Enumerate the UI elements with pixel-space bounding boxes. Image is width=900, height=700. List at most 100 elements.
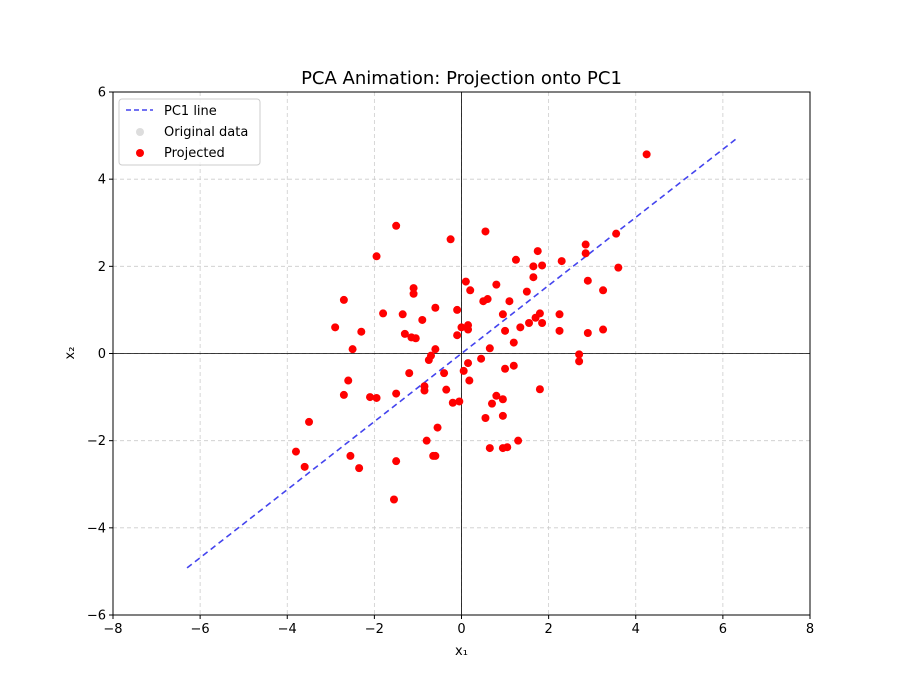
- projected-point: [448, 398, 457, 407]
- projected-point: [346, 451, 355, 460]
- projected-point: [498, 310, 507, 319]
- projected-point: [455, 397, 464, 406]
- projected-point: [498, 395, 507, 404]
- projected-point: [477, 354, 486, 363]
- projected-point: [339, 295, 348, 304]
- projected-point: [503, 443, 512, 452]
- projected-point: [583, 329, 592, 338]
- projected-point: [453, 331, 462, 340]
- projected-point: [418, 315, 427, 324]
- x-tick-label: −2: [365, 622, 384, 637]
- plot-area: [112, 91, 811, 616]
- projected-point: [612, 229, 621, 238]
- projected-point: [538, 261, 547, 270]
- projected-point: [300, 462, 309, 471]
- projected-point: [599, 286, 608, 295]
- projected-point: [533, 247, 542, 256]
- projected-point: [481, 414, 490, 423]
- projected-point: [392, 221, 401, 230]
- x-tick-label: −8: [103, 622, 122, 637]
- projected-point: [433, 423, 442, 432]
- projected-point: [483, 295, 492, 304]
- y-tick-label: −2: [87, 434, 106, 449]
- projected-point: [531, 313, 540, 322]
- projected-point: [464, 359, 473, 368]
- projected-points: [291, 150, 651, 504]
- legend-pc1-label: PC1 line: [164, 104, 217, 119]
- projected-point: [529, 262, 538, 271]
- chart-title: PCA Animation: Projection onto PC1: [301, 68, 622, 89]
- projected-point: [422, 436, 431, 445]
- y-axis-ticks: −6 −4 −2 0 2 4 6: [87, 86, 113, 624]
- projected-point: [355, 464, 364, 473]
- projected-point: [614, 263, 623, 272]
- y-tick-label: 4: [98, 173, 106, 188]
- pc1-line-group: [186, 138, 737, 569]
- projected-point: [581, 249, 590, 258]
- y-tick-label: 0: [98, 347, 106, 362]
- projected-point: [331, 323, 340, 332]
- projected-point: [529, 273, 538, 282]
- legend-original-label: Original data: [164, 125, 248, 140]
- projected-point: [305, 417, 314, 426]
- projected-point: [372, 393, 381, 402]
- projected-point: [392, 389, 401, 398]
- projected-point: [366, 393, 375, 402]
- projected-point: [555, 310, 564, 319]
- pc1-line: [186, 138, 737, 569]
- y-axis-label: x₂: [63, 347, 78, 360]
- projected-point: [357, 327, 366, 336]
- projected-point: [501, 364, 510, 373]
- projected-point: [525, 318, 534, 327]
- zero-axis-lines: [113, 92, 810, 615]
- legend-original-swatch: [136, 128, 144, 136]
- projected-point: [583, 276, 592, 285]
- projected-point: [291, 447, 300, 456]
- x-tick-label: 0: [457, 622, 465, 637]
- projected-point: [487, 399, 496, 408]
- projected-point: [505, 297, 514, 306]
- legend: PC1 line Original data Projected: [118, 98, 261, 166]
- x-tick-label: 2: [544, 622, 552, 637]
- projected-point: [411, 334, 420, 343]
- projected-point: [405, 369, 414, 378]
- projected-point: [379, 309, 388, 318]
- legend-projected-label: Projected: [164, 146, 225, 161]
- projected-point: [599, 325, 608, 334]
- projected-point: [535, 385, 544, 394]
- projected-point: [509, 361, 518, 370]
- projected-point: [575, 357, 584, 366]
- x-tick-label: 8: [806, 622, 814, 637]
- projected-point: [344, 376, 353, 385]
- y-tick-label: −6: [87, 609, 106, 624]
- projected-point: [555, 326, 564, 335]
- projected-point: [464, 321, 473, 330]
- projected-point: [511, 255, 520, 264]
- projected-point: [557, 257, 566, 266]
- y-tick-label: 2: [98, 260, 106, 275]
- legend-box: [118, 98, 261, 166]
- projected-point: [348, 345, 357, 354]
- y-tick-label: −4: [87, 521, 106, 536]
- projected-point: [457, 323, 466, 332]
- projected-point: [440, 369, 449, 378]
- projected-point: [389, 495, 398, 504]
- projected-point: [581, 240, 590, 249]
- projected-point: [431, 451, 440, 460]
- legend-projected-swatch: [136, 149, 144, 157]
- projected-point: [392, 457, 401, 466]
- projected-point: [461, 277, 470, 286]
- projected-point: [453, 305, 462, 314]
- x-tick-label: −4: [278, 622, 297, 637]
- projected-point: [466, 286, 475, 295]
- projected-point: [431, 345, 440, 354]
- projected-point: [420, 386, 429, 395]
- projected-point: [642, 150, 651, 159]
- projected-point: [492, 280, 501, 289]
- projected-point: [514, 436, 523, 445]
- projected-point: [485, 444, 494, 453]
- projected-point: [459, 366, 468, 375]
- projected-point: [424, 356, 433, 365]
- y-tick-label: 6: [98, 86, 106, 101]
- projected-point: [372, 252, 381, 261]
